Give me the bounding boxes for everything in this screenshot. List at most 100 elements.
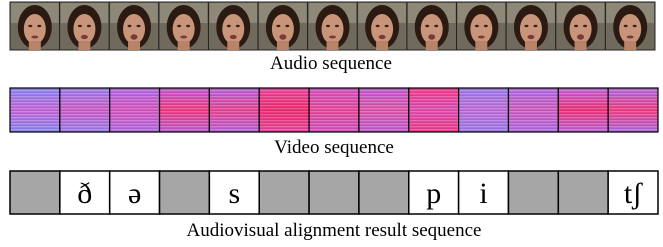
mouth	[180, 36, 187, 39]
eye	[524, 25, 528, 27]
eye	[385, 25, 389, 27]
eye	[533, 25, 537, 27]
eye	[376, 25, 380, 27]
mouth	[279, 34, 286, 39]
spectrum-stripes	[309, 88, 359, 132]
mouth	[577, 34, 584, 39]
mouth	[230, 35, 237, 39]
empty-cell	[508, 171, 558, 214]
empty-cell	[259, 171, 309, 214]
eye	[137, 25, 141, 27]
mouth	[131, 34, 138, 39]
face-frame	[357, 2, 407, 50]
video-frames	[10, 88, 658, 132]
phoneme-label: p	[426, 177, 441, 210]
mouth	[627, 36, 634, 39]
face	[322, 14, 344, 44]
spectrum-stripes	[259, 88, 309, 132]
face-frame	[457, 2, 507, 50]
face	[470, 14, 492, 44]
eye	[177, 25, 181, 27]
figure: Audio sequence Video sequence ð ə s p i tʃ Au…	[0, 0, 663, 242]
empty-cell	[10, 171, 60, 214]
eye	[78, 25, 82, 27]
face-frame	[308, 2, 358, 50]
face-frame	[10, 2, 60, 50]
eye	[227, 25, 231, 27]
face	[520, 14, 542, 44]
spectrum-stripes	[110, 88, 160, 132]
neck	[426, 41, 438, 50]
face-frame	[605, 2, 655, 50]
face	[619, 14, 641, 44]
eye	[276, 25, 280, 27]
face	[222, 14, 244, 44]
face	[173, 14, 195, 44]
mouth	[527, 35, 534, 39]
spectrum-stripes	[10, 88, 60, 132]
empty-cell	[309, 171, 359, 214]
eye	[484, 25, 488, 27]
video-caption: Video sequence	[274, 137, 394, 158]
spectrum-stripes	[459, 88, 509, 132]
neck	[78, 41, 90, 50]
empty-cell	[160, 171, 210, 214]
mouth	[81, 35, 88, 39]
face-frame	[159, 2, 209, 50]
mouth	[379, 35, 386, 39]
mouth	[428, 34, 435, 39]
eye	[574, 25, 578, 27]
face	[24, 14, 46, 44]
eye	[186, 25, 190, 27]
eye	[583, 25, 587, 27]
spectrum-stripes	[558, 88, 608, 132]
neck	[475, 41, 487, 50]
eye	[236, 25, 240, 27]
mouth	[329, 36, 336, 39]
spectrum-stripes	[60, 88, 110, 132]
neck	[277, 41, 289, 50]
neck	[29, 41, 41, 50]
face-frame	[556, 2, 606, 50]
spectrum-stripes	[508, 88, 558, 132]
eye	[128, 25, 132, 27]
face-frame	[208, 2, 258, 50]
eye	[326, 25, 330, 27]
face-frame	[109, 2, 159, 50]
eye	[633, 25, 637, 27]
spectrum-stripes	[409, 88, 459, 132]
neck	[178, 41, 190, 50]
audio-caption: Audio sequence	[270, 53, 392, 74]
spectrum-stripes	[209, 88, 259, 132]
face-frame	[407, 2, 457, 50]
neck	[575, 41, 587, 50]
face-frame	[60, 2, 110, 50]
eye	[285, 25, 289, 27]
phoneme-label: i	[479, 177, 487, 210]
eye	[425, 25, 429, 27]
spectrum-stripes	[608, 88, 658, 132]
mouth	[478, 36, 485, 39]
neck	[128, 41, 140, 50]
neck	[525, 41, 537, 50]
alignment-caption: Audiovisual alignment result sequence	[187, 220, 482, 241]
neck	[327, 41, 339, 50]
phoneme-label: ð	[77, 177, 92, 210]
phoneme-label: ə	[128, 177, 141, 210]
eye	[28, 25, 32, 27]
neck	[227, 41, 239, 50]
eye	[624, 25, 628, 27]
eye	[335, 25, 339, 27]
eye	[434, 25, 438, 27]
eye	[87, 25, 91, 27]
empty-cell	[558, 171, 608, 214]
phoneme-label: s	[228, 177, 240, 210]
neck	[624, 41, 636, 50]
phoneme-label: tʃ	[624, 177, 643, 210]
face	[73, 14, 95, 44]
face	[371, 14, 393, 44]
audio-frames	[10, 2, 655, 50]
eye	[37, 25, 41, 27]
alignment-cells: ð ə s p i tʃ	[10, 171, 658, 214]
spectrum-stripes	[160, 88, 210, 132]
